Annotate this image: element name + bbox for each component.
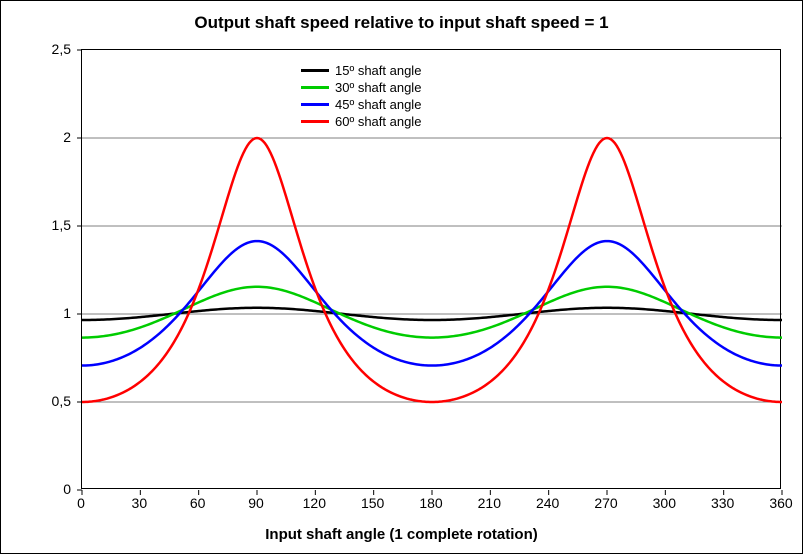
- xtick-label: 210: [469, 495, 509, 511]
- legend-label: 30º shaft angle: [335, 80, 421, 95]
- xtick-label: 60: [178, 495, 218, 511]
- chart-title: Output shaft speed relative to input sha…: [1, 13, 802, 33]
- ytick-label: 2: [63, 129, 71, 145]
- ytick-label: 0,5: [52, 393, 71, 409]
- xtick-label: 360: [761, 495, 801, 511]
- legend-label: 45º shaft angle: [335, 97, 421, 112]
- legend-swatch: [301, 69, 329, 72]
- legend-item: 60º shaft angle: [301, 114, 421, 129]
- xtick-label: 180: [411, 495, 451, 511]
- xtick-label: 240: [528, 495, 568, 511]
- ytick-label: 1,5: [52, 217, 71, 233]
- legend-swatch: [301, 86, 329, 89]
- legend-item: 15º shaft angle: [301, 63, 421, 78]
- chart-container: Output shaft speed relative to input sha…: [0, 0, 803, 554]
- legend-item: 30º shaft angle: [301, 80, 421, 95]
- xtick-label: 30: [119, 495, 159, 511]
- series-line: [82, 241, 782, 365]
- xtick-label: 90: [236, 495, 276, 511]
- xtick-label: 270: [586, 495, 626, 511]
- xtick-label: 150: [353, 495, 393, 511]
- xtick-label: 0: [61, 495, 101, 511]
- legend-item: 45º shaft angle: [301, 97, 421, 112]
- xtick-label: 300: [644, 495, 684, 511]
- plot-area: [81, 49, 781, 489]
- x-axis-label: Input shaft angle (1 complete rotation): [1, 526, 802, 543]
- xtick-label: 120: [294, 495, 334, 511]
- series-line: [82, 138, 782, 402]
- legend-label: 60º shaft angle: [335, 114, 421, 129]
- legend-swatch: [301, 120, 329, 123]
- legend-label: 15º shaft angle: [335, 63, 421, 78]
- legend-swatch: [301, 103, 329, 106]
- legend: 15º shaft angle 30º shaft angle 45º shaft …: [301, 63, 421, 131]
- ytick-label: 2,5: [52, 41, 71, 57]
- xtick-label: 330: [703, 495, 743, 511]
- ytick-label: 1: [63, 305, 71, 321]
- plot-svg: [82, 50, 780, 488]
